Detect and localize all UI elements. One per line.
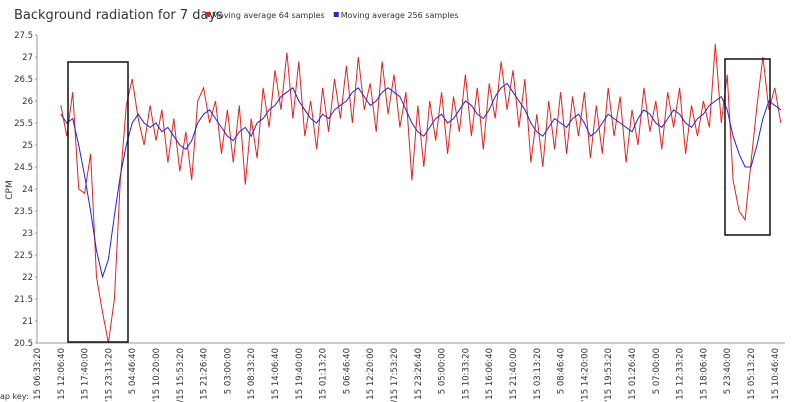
x-tick-label: 15 12:33:20 xyxy=(676,348,686,400)
legend-swatch xyxy=(205,12,210,17)
y-tick-label: 25 xyxy=(22,141,33,151)
x-tick-label: 15 05:13:20 xyxy=(747,348,757,400)
x-tick-label: 15 16:06:40 xyxy=(485,348,495,400)
x-tick-label: /15 17:53:20 xyxy=(390,348,400,402)
x-tick-label: 15 06:33:20 xyxy=(33,348,43,400)
x-tick-label: 5 05:00:00 xyxy=(438,348,448,394)
x-tick-label: 15 12:06:40 xyxy=(57,348,67,400)
highlight-box xyxy=(724,58,771,236)
x-tick-label: 5 23:40:00 xyxy=(723,348,733,394)
legend-label: Moving average 64 samples xyxy=(212,11,325,20)
legend: Moving average 64 samples Moving average … xyxy=(205,11,459,20)
x-tick-label: '15 10:20:00 xyxy=(152,348,162,402)
x-tick-label: 15 21:26:40 xyxy=(200,348,210,400)
y-tick-label: 20.5 xyxy=(14,339,33,349)
x-tick-label: 15 23:26:40 xyxy=(414,348,424,400)
x-tick-label: '15 19:53:20 xyxy=(604,348,614,402)
y-tick-label: 22 xyxy=(22,273,33,283)
x-tick-label: 15 19:40:00 xyxy=(295,348,305,400)
footer-text: ap key: xyxy=(0,392,29,401)
x-tick-label: 5 03:00:00 xyxy=(223,348,233,394)
y-tick-label: 27 xyxy=(22,53,33,63)
legend-label: Moving average 256 samples xyxy=(341,11,459,20)
x-tick-label: 15 10:33:20 xyxy=(461,348,471,400)
y-tick-label: 23.5 xyxy=(14,207,33,217)
x-tick-label: 15 08:33:20 xyxy=(247,348,257,400)
x-tick-label: 15 10:46:40 xyxy=(771,348,781,400)
data-line xyxy=(60,82,782,279)
x-tick-label: /15 15:53:20 xyxy=(176,348,186,402)
plot-area xyxy=(60,43,782,344)
y-tick-label: 22.5 xyxy=(14,251,33,261)
x-tick-label: 15 18:06:40 xyxy=(699,348,709,400)
x-tick-label: 5 07:00:00 xyxy=(652,348,662,394)
y-axis-label: CPM xyxy=(5,180,15,199)
chart-title: Background radiation for 7 days xyxy=(14,8,223,23)
x-tick-label: 5 06:46:40 xyxy=(342,348,352,394)
x-tick-label: 15 21:40:00 xyxy=(509,348,519,400)
y-tick-label: 24.5 xyxy=(14,163,33,173)
x-tick-label: 5 08:46:40 xyxy=(557,348,567,394)
y-tick-label: 25.5 xyxy=(14,119,33,129)
x-tick-label: 15 14:06:40 xyxy=(271,348,281,400)
highlight-box xyxy=(67,61,129,343)
y-tick-label: 26.5 xyxy=(14,75,33,85)
x-tick-label: '15 14:20:00 xyxy=(580,348,590,402)
y-tick-label: 21 xyxy=(22,317,33,327)
x-tick-label: 5 04:46:40 xyxy=(128,348,138,394)
y-tick-label: 23 xyxy=(22,229,33,239)
y-tick-label: 27.5 xyxy=(14,31,33,41)
legend-swatch xyxy=(333,12,339,17)
x-tick-label: 15 12:20:00 xyxy=(366,348,376,400)
y-tick-label: 26 xyxy=(22,97,33,107)
x-tick-label: 15 03:13:20 xyxy=(533,348,543,400)
data-line xyxy=(60,43,782,344)
y-tick-label: 21.5 xyxy=(14,295,33,305)
x-tick-label: 15 17:40:00 xyxy=(81,348,91,400)
x-tick-label: '15 23:13:20 xyxy=(104,348,114,402)
y-tick-label: 24 xyxy=(22,185,33,195)
x-tick-label: 15 01:13:20 xyxy=(319,348,329,400)
x-tick-label: 15 01:26:40 xyxy=(628,348,638,400)
